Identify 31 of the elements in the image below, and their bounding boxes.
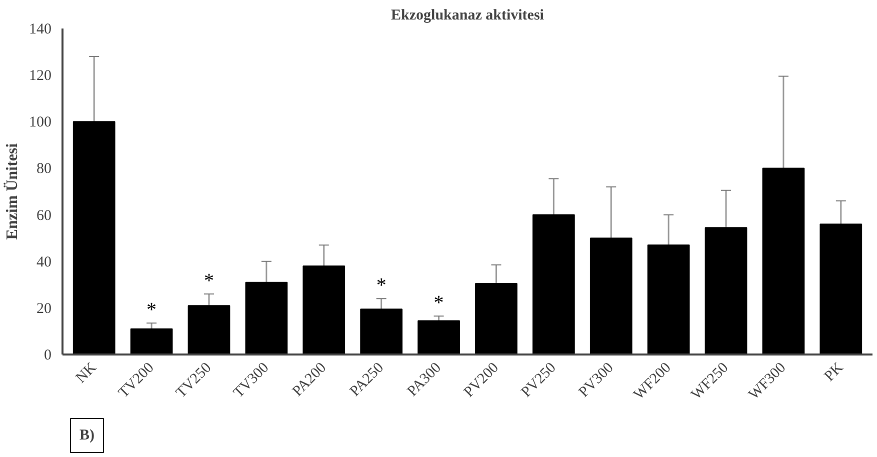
y-tick-label: 140: [29, 22, 52, 38]
bar: [762, 168, 805, 354]
bar: [130, 328, 173, 354]
y-tick-label: 20: [36, 300, 52, 317]
x-tick-label: PK: [822, 360, 847, 385]
bar: [647, 244, 690, 354]
y-tick-label: 0: [44, 348, 52, 364]
y-axis-title: Enzim Ünitesi: [3, 142, 21, 240]
bar: [245, 282, 288, 354]
y-tick-label: 100: [29, 114, 52, 131]
bar: [188, 305, 230, 354]
annotation: *: [204, 270, 214, 292]
bar: [475, 282, 518, 354]
bar: [302, 266, 346, 354]
annotation: *: [434, 292, 444, 314]
y-tick-label: 80: [36, 161, 52, 178]
bar: [590, 238, 632, 354]
chart-title: Ekzoglukanaz aktivitesi: [391, 8, 544, 24]
text: B): [80, 428, 95, 444]
annotation: *: [376, 274, 386, 297]
y-tick-label: 60: [36, 208, 52, 224]
bar: [360, 308, 403, 354]
x-tick-label: NK: [73, 360, 100, 386]
bar: [532, 214, 575, 354]
annotation: *: [146, 299, 157, 322]
bar: [72, 121, 116, 354]
bar: [418, 320, 460, 354]
bar: [704, 227, 748, 354]
bar: [820, 224, 862, 354]
y-tick-label: 40: [36, 254, 52, 270]
y-tick-label: 120: [29, 68, 52, 84]
